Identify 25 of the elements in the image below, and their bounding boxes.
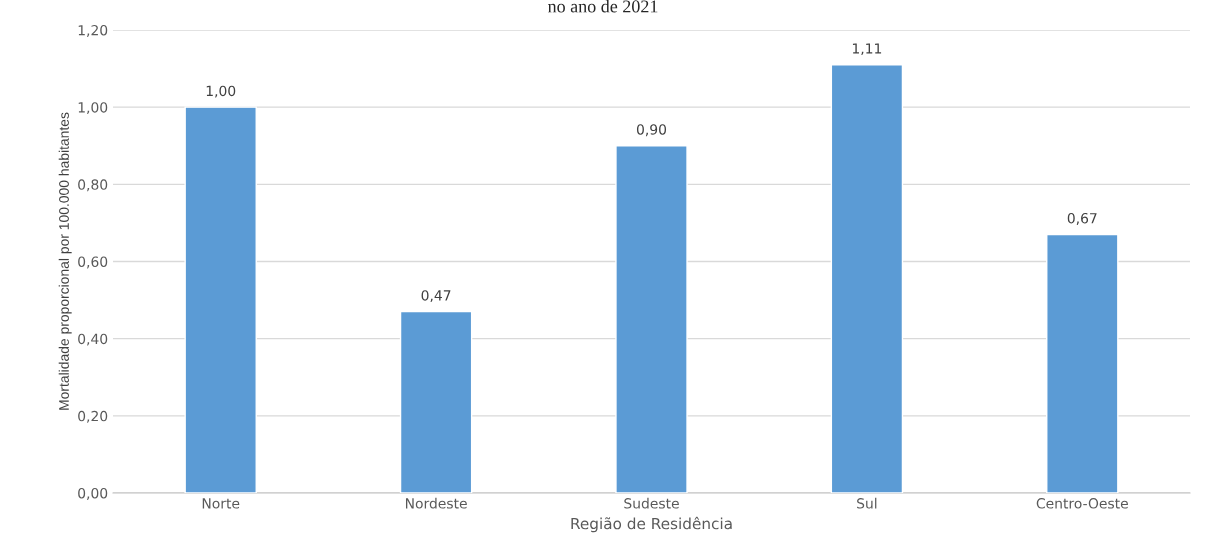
x-tick-label: Norte [202,498,240,509]
x-tick-label: Centro-Oeste [1036,498,1128,509]
y-tick-label: 0,00 [78,487,108,500]
x-tick-label: Nordeste [405,497,467,509]
y-axis-title: Mortalidade proporcional por 100.000 habitantes [58,112,72,410]
y-tick-label: 0,40 [78,333,108,346]
y-tick-label: 0,80 [78,179,108,192]
chart-title: no ano de 2021 [548,0,658,13]
x-axis-title: Região de Residência [571,516,732,533]
bar [1046,233,1119,493]
y-tick-label: 0,20 [78,410,108,423]
bar [830,64,904,493]
bar [184,106,257,493]
x-tick-label: Sudeste [624,497,679,509]
data-label: 0,47 [421,290,451,303]
data-label: 0,90 [636,124,667,137]
data-label: 0,67 [1067,212,1097,225]
y-tick-label: 1,00 [78,102,108,115]
x-tick-label: Sul [857,497,877,509]
data-label: 1,00 [206,85,236,98]
data-label: 1,11 [852,43,882,56]
y-tick-label: 0,60 [78,256,108,269]
y-tick-label: 1,20 [78,24,108,37]
bar [615,145,688,493]
bar [399,310,473,493]
